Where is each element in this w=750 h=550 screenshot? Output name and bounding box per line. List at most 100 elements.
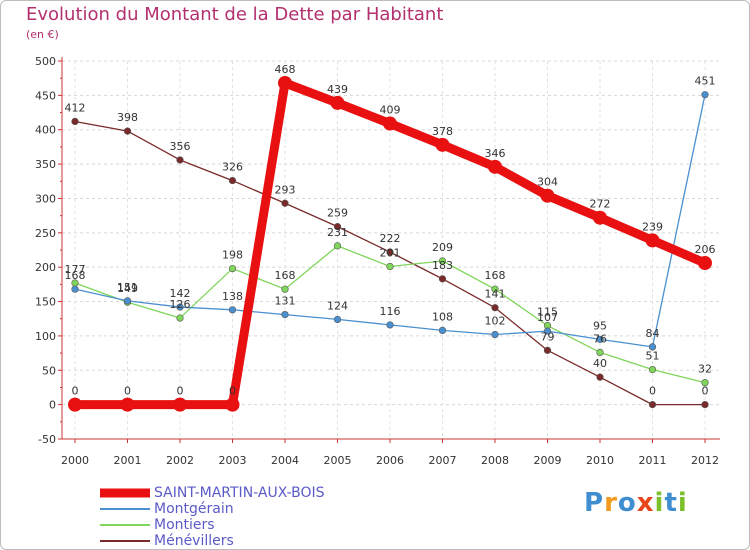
data-point-menevillers	[71, 117, 79, 126]
data-point-montiers	[386, 262, 394, 271]
data-label-menevillers: 356	[170, 140, 191, 153]
data-point-saint-martin-aux-bois	[225, 397, 240, 412]
logo-letter: o	[617, 488, 637, 518]
x-tick-label: 2007	[429, 454, 457, 467]
legend-swatch	[100, 488, 150, 498]
proxiti-logo: Proxiti	[584, 488, 688, 518]
data-point-montgerain	[123, 297, 132, 305]
data-label-montiers: 32	[698, 363, 712, 376]
data-point-menevillers	[386, 248, 394, 256]
data-point-montiers	[701, 379, 709, 387]
data-point-montiers	[281, 285, 289, 293]
data-label-saint-martin-aux-bois: 0	[72, 385, 79, 398]
data-point-menevillers	[701, 401, 709, 409]
y-tick-label: 500	[35, 55, 56, 68]
data-label-menevillers: 222	[380, 232, 401, 245]
legend-label: Montiers	[154, 517, 215, 533]
data-label-montgerain: 116	[380, 305, 401, 318]
data-point-menevillers	[176, 156, 184, 164]
x-tick-label: 2000	[61, 454, 89, 467]
y-tick-label: 250	[35, 227, 56, 240]
x-tick-label: 2001	[114, 454, 142, 467]
data-point-saint-martin-aux-bois	[330, 95, 345, 110]
x-tick-label: 2006	[376, 454, 404, 467]
data-point-menevillers	[491, 304, 499, 312]
data-label-montiers: 168	[275, 269, 296, 282]
data-label-menevillers: 293	[275, 183, 296, 196]
data-label-montgerain: 108	[432, 310, 453, 323]
data-label-montiers: 51	[646, 350, 660, 363]
x-tick-label: 2009	[534, 454, 562, 467]
data-point-montiers	[648, 365, 657, 374]
data-point-menevillers	[228, 176, 237, 185]
data-point-montgerain	[71, 285, 79, 293]
data-label-saint-martin-aux-bois: 239	[642, 220, 663, 233]
data-label-menevillers: 0	[702, 385, 709, 398]
x-tick-label: 2002	[166, 454, 194, 467]
data-label-saint-martin-aux-bois: 304	[537, 176, 558, 189]
data-label-menevillers: 40	[593, 357, 607, 370]
data-label-montiers: 209	[432, 241, 453, 254]
data-label-montgerain: 95	[593, 319, 607, 332]
data-label-montgerain: 138	[222, 290, 243, 303]
data-label-saint-martin-aux-bois: 0	[177, 385, 184, 398]
data-label-saint-martin-aux-bois: 206	[695, 243, 716, 256]
y-tick-label: 0	[49, 399, 56, 412]
data-label-montgerain: 131	[275, 295, 296, 308]
data-label-menevillers: 398	[117, 111, 138, 124]
data-label-montgerain: 107	[537, 311, 558, 324]
data-label-menevillers: 412	[65, 101, 86, 114]
data-point-montiers	[176, 314, 184, 322]
data-point-montgerain	[543, 327, 552, 335]
data-point-montgerain	[648, 343, 657, 351]
logo-letter: x	[636, 488, 655, 518]
data-point-montgerain	[701, 91, 709, 99]
data-point-menevillers	[438, 275, 447, 283]
data-point-menevillers	[648, 401, 657, 409]
data-label-montgerain: 142	[170, 287, 191, 300]
data-label-menevillers: 0	[649, 385, 656, 398]
data-label-menevillers: 259	[327, 207, 348, 220]
y-tick-label: 200	[35, 261, 56, 274]
x-tick-label: 2005	[324, 454, 352, 467]
data-point-menevillers	[333, 223, 342, 231]
x-tick-label: 2010	[586, 454, 614, 467]
x-tick-label: 2011	[639, 454, 667, 467]
data-point-montgerain	[596, 335, 604, 343]
data-point-montiers	[596, 348, 604, 357]
legend-swatch	[100, 524, 150, 526]
data-label-montgerain: 151	[117, 281, 138, 294]
data-point-montgerain	[333, 315, 342, 324]
y-tick-label: 450	[35, 89, 56, 102]
data-point-montiers	[228, 264, 237, 273]
legend-label: Ménévillers	[154, 533, 234, 549]
data-label-montiers: 231	[327, 226, 348, 239]
chart-unit-label: (en €)	[26, 28, 59, 41]
data-point-montiers	[491, 285, 499, 293]
data-label-saint-martin-aux-bois: 0	[124, 385, 131, 398]
logo-letter: t	[664, 488, 678, 518]
data-point-montiers	[333, 242, 342, 250]
data-label-montgerain: 84	[646, 327, 660, 340]
legend-label: Montgérain	[154, 501, 234, 517]
data-point-montiers	[438, 257, 447, 265]
data-label-montiers: 198	[222, 249, 243, 262]
data-point-saint-martin-aux-bois	[593, 210, 607, 225]
data-point-menevillers	[281, 199, 289, 207]
legend-swatch	[100, 540, 150, 542]
x-tick-label: 2003	[219, 454, 247, 467]
y-tick-label: 50	[42, 364, 56, 377]
data-label-saint-martin-aux-bois: 409	[380, 104, 401, 117]
logo-letter: i	[654, 488, 665, 518]
data-label-montgerain: 451	[695, 75, 716, 88]
y-tick-label: 300	[35, 192, 56, 205]
data-label-menevillers: 326	[222, 161, 243, 174]
data-point-saint-martin-aux-bois	[645, 233, 660, 248]
data-point-montgerain	[281, 311, 289, 319]
data-point-montgerain	[491, 330, 499, 339]
data-point-saint-martin-aux-bois	[698, 256, 712, 271]
data-label-montgerain: 102	[485, 315, 506, 328]
data-point-saint-martin-aux-bois	[120, 397, 135, 412]
data-label-menevillers: 183	[432, 259, 453, 272]
y-tick-label: 400	[35, 124, 56, 137]
